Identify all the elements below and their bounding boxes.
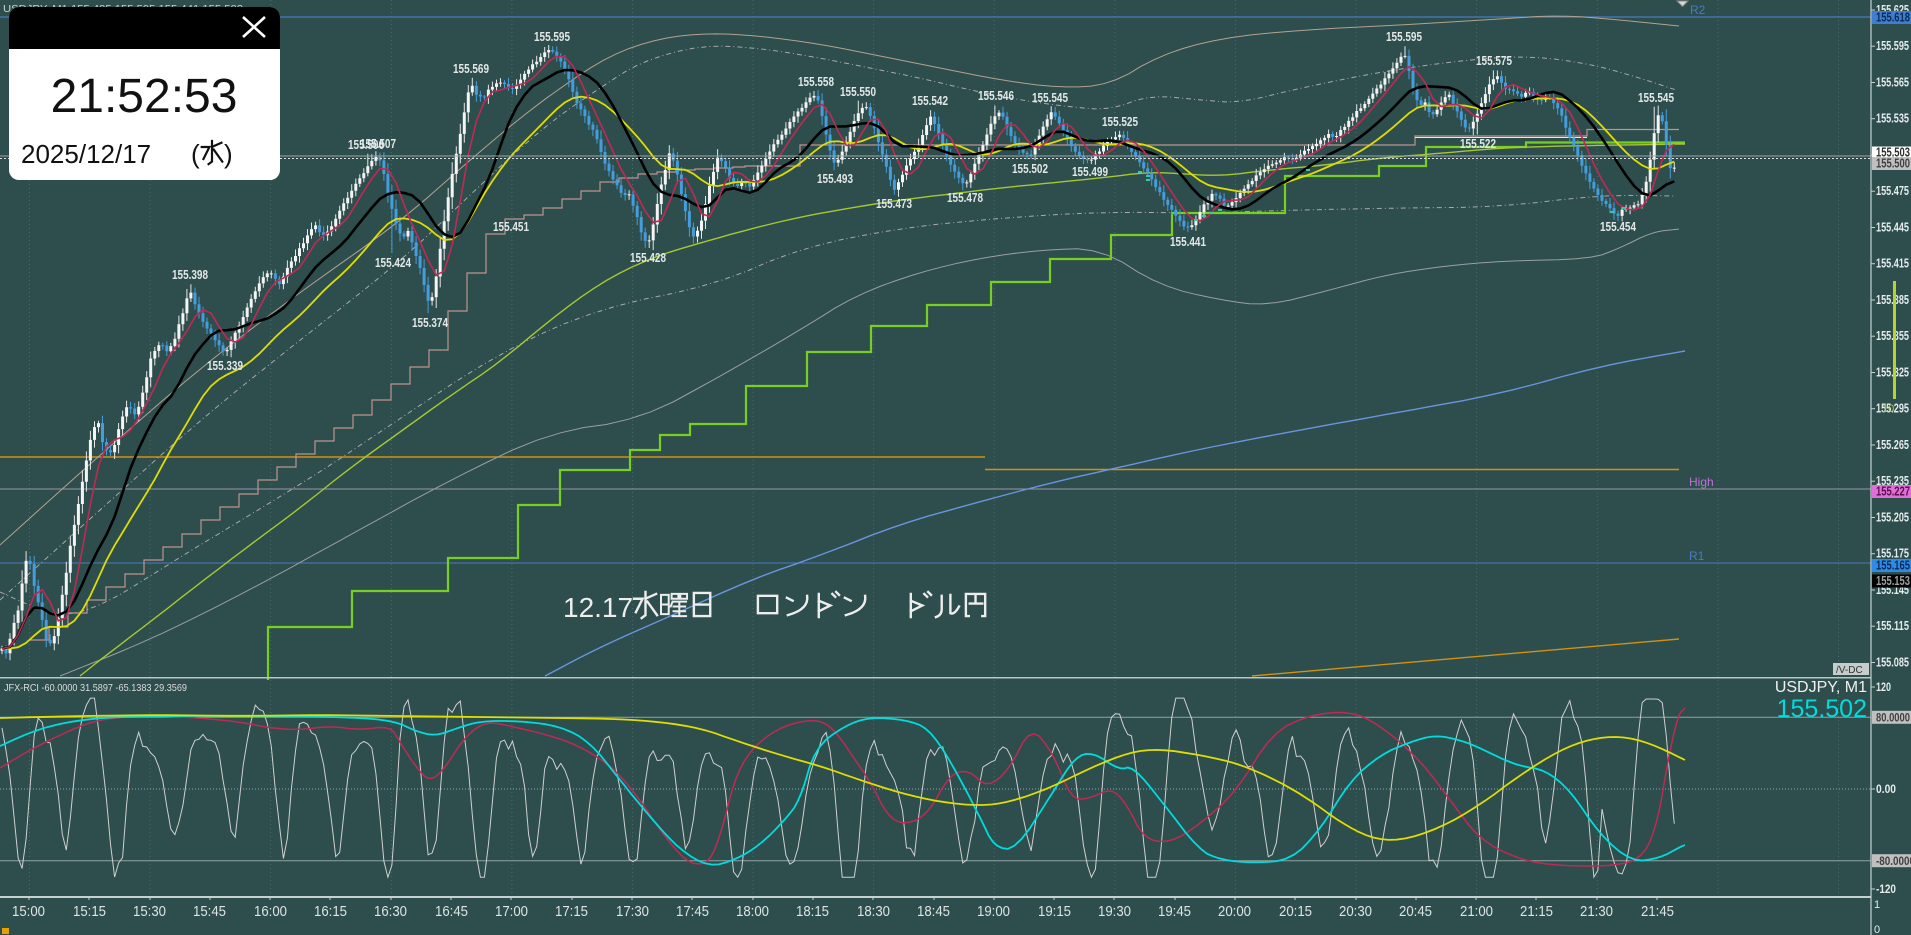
svg-text:155.175: 155.175: [1876, 547, 1909, 561]
svg-text:17:15: 17:15: [555, 904, 588, 920]
svg-text:155.493: 155.493: [817, 172, 853, 186]
svg-text:155.415: 155.415: [1876, 257, 1909, 271]
svg-text:21:45: 21:45: [1641, 904, 1674, 920]
svg-text:155.618: 155.618: [1876, 11, 1910, 25]
svg-text:155.506: 155.506: [348, 138, 384, 152]
svg-text:19:15: 19:15: [1038, 904, 1071, 920]
svg-text:155.325: 155.325: [1876, 366, 1909, 380]
svg-text:155.295: 155.295: [1876, 402, 1909, 416]
svg-text:): ): [224, 139, 233, 169]
svg-text:155.503: 155.503: [1876, 146, 1910, 160]
svg-text:155.535: 155.535: [1876, 112, 1909, 126]
svg-text:155.595: 155.595: [534, 30, 570, 44]
svg-text:JFX-RCI -60.0000 31.5897 -65.1: JFX-RCI -60.0000 31.5897 -65.1383 29.356…: [4, 682, 187, 694]
svg-text:16:15: 16:15: [314, 904, 347, 920]
svg-text:155.522: 155.522: [1460, 137, 1496, 151]
svg-text:R1: R1: [1689, 549, 1705, 563]
svg-text:1: 1: [1874, 899, 1880, 911]
svg-text:155.502: 155.502: [1012, 162, 1048, 176]
svg-text:17:00: 17:00: [495, 904, 528, 920]
svg-text:155.165: 155.165: [1876, 559, 1910, 573]
svg-text:155.595: 155.595: [1386, 30, 1422, 44]
svg-text:155.478: 155.478: [947, 191, 983, 205]
svg-text:155.445: 155.445: [1876, 221, 1909, 235]
svg-text:18:00: 18:00: [736, 904, 769, 920]
svg-text:155.545: 155.545: [1032, 91, 1068, 105]
svg-text:10: 10: [1882, 403, 1894, 415]
svg-text:155.428: 155.428: [630, 251, 666, 265]
svg-text:12.17: 12.17: [563, 592, 633, 623]
svg-text:19:45: 19:45: [1158, 904, 1191, 920]
svg-text:155.451: 155.451: [493, 220, 529, 234]
svg-text:155.569: 155.569: [453, 62, 489, 76]
svg-text:155.424: 155.424: [375, 256, 411, 270]
svg-text:155.595: 155.595: [1876, 39, 1909, 53]
svg-text:155.575: 155.575: [1476, 54, 1512, 68]
svg-text:0.00: 0.00: [1876, 782, 1896, 796]
svg-text:155.545: 155.545: [1638, 91, 1674, 105]
svg-text:2025/12/17: 2025/12/17: [21, 139, 151, 169]
svg-text:155.205: 155.205: [1876, 511, 1909, 525]
svg-text:155.115: 155.115: [1876, 619, 1909, 633]
svg-text:155.235: 155.235: [1876, 474, 1909, 488]
svg-text:155.550: 155.550: [840, 85, 876, 99]
svg-text:21:00: 21:00: [1460, 904, 1493, 920]
svg-text:155.153: 155.153: [1876, 574, 1910, 588]
svg-text:20:00: 20:00: [1218, 904, 1251, 920]
svg-text:155.500: 155.500: [1876, 157, 1910, 171]
svg-text:16:45: 16:45: [435, 904, 468, 920]
svg-text:155.374: 155.374: [412, 316, 448, 330]
svg-text:(: (: [191, 139, 200, 169]
svg-text:21:30: 21:30: [1580, 904, 1613, 920]
svg-text:155.085: 155.085: [1876, 656, 1909, 670]
svg-text:17:30: 17:30: [616, 904, 649, 920]
svg-text:0: 0: [1874, 924, 1880, 935]
svg-text:155.339: 155.339: [207, 359, 243, 373]
svg-text:155.542: 155.542: [912, 94, 948, 108]
svg-text:USDJPY, M1: USDJPY, M1: [1775, 679, 1867, 696]
svg-text:15:00: 15:00: [12, 904, 45, 920]
svg-text:20:45: 20:45: [1399, 904, 1432, 920]
svg-text:155.265: 155.265: [1876, 438, 1909, 452]
svg-text:155.454: 155.454: [1600, 220, 1636, 234]
svg-text:16:30: 16:30: [374, 904, 407, 920]
svg-text:19:30: 19:30: [1098, 904, 1131, 920]
svg-text:R2: R2: [1690, 3, 1706, 17]
svg-text:155.507: 155.507: [360, 137, 396, 151]
svg-text:21:52:53: 21:52:53: [51, 70, 238, 123]
svg-text:20:30: 20:30: [1339, 904, 1372, 920]
svg-text:19:00: 19:00: [977, 904, 1010, 920]
svg-text:155.546: 155.546: [978, 89, 1014, 103]
svg-text:17:45: 17:45: [676, 904, 709, 920]
svg-text:155.473: 155.473: [876, 197, 912, 211]
svg-text:155.441: 155.441: [1170, 235, 1206, 249]
svg-text:21:15: 21:15: [1520, 904, 1553, 920]
svg-text:15:45: 15:45: [193, 904, 226, 920]
svg-text:15:30: 15:30: [133, 904, 166, 920]
svg-text:155.475: 155.475: [1876, 184, 1909, 198]
svg-text:16:00: 16:00: [254, 904, 287, 920]
svg-text:155.355: 155.355: [1876, 329, 1909, 343]
svg-text:High: High: [1689, 475, 1714, 489]
svg-text:/V-DC: /V-DC: [1836, 665, 1863, 676]
svg-text:155.525: 155.525: [1102, 115, 1138, 129]
svg-text:18:15: 18:15: [796, 904, 829, 920]
svg-text:18:45: 18:45: [917, 904, 950, 920]
svg-text:155.499: 155.499: [1072, 165, 1108, 179]
svg-text:-80.0000: -80.0000: [1876, 854, 1911, 868]
svg-text:155.502: 155.502: [1777, 695, 1867, 723]
svg-text:155.398: 155.398: [172, 268, 208, 282]
svg-text:120: 120: [1876, 680, 1891, 694]
svg-text:155.558: 155.558: [798, 75, 834, 89]
svg-text:155.385: 155.385: [1876, 293, 1909, 307]
svg-text:20:15: 20:15: [1279, 904, 1312, 920]
svg-text:18:30: 18:30: [857, 904, 890, 920]
svg-text:155.565: 155.565: [1876, 76, 1909, 90]
svg-text:155.227: 155.227: [1876, 485, 1910, 499]
svg-text:15:15: 15:15: [73, 904, 106, 920]
svg-text:80.0000: 80.0000: [1876, 711, 1910, 725]
svg-text:-120: -120: [1876, 882, 1896, 896]
